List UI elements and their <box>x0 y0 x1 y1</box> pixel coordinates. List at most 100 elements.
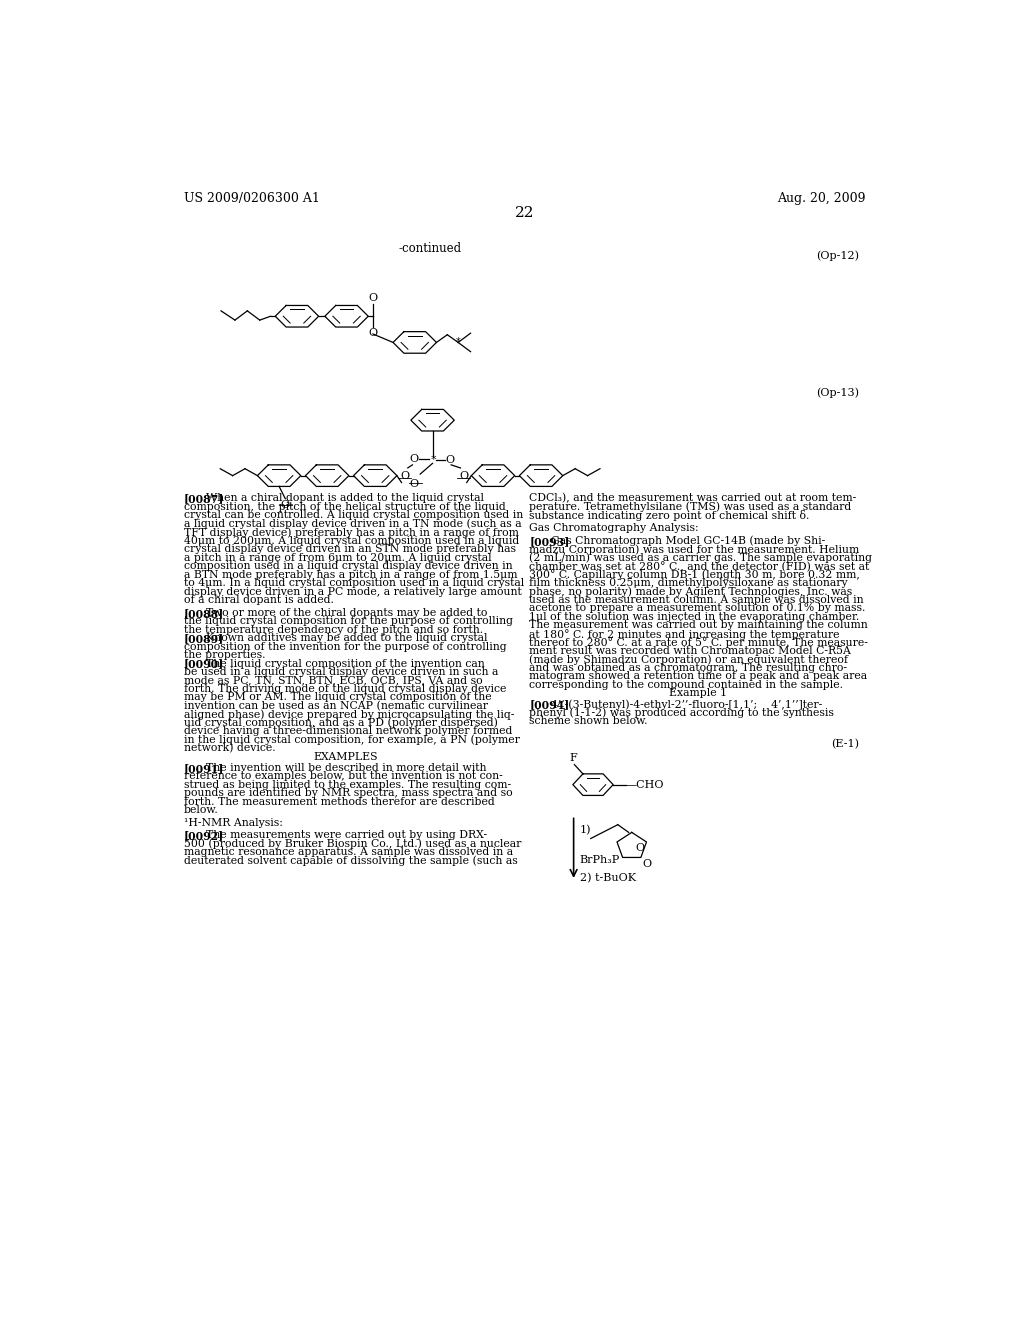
Text: Aug. 20, 2009: Aug. 20, 2009 <box>777 193 866 206</box>
Text: [0091]: [0091] <box>183 763 224 774</box>
Text: chamber was set at 280° C., and the detector (FID) was set at: chamber was set at 280° C., and the dete… <box>529 561 869 572</box>
Text: The measurement was carried out by maintaining the column: The measurement was carried out by maint… <box>529 620 868 631</box>
Text: uid crystal composition, and as a PD (polymer dispersed): uid crystal composition, and as a PD (po… <box>183 718 498 729</box>
Text: O: O <box>636 843 645 854</box>
Text: The liquid crystal composition of the invention can: The liquid crystal composition of the in… <box>206 659 484 668</box>
Text: 40μm to 200μm. A liquid crystal composition used in a liquid: 40μm to 200μm. A liquid crystal composit… <box>183 536 519 545</box>
Text: O: O <box>410 479 419 488</box>
Text: CDCl₃), and the measurement was carried out at room tem-: CDCl₃), and the measurement was carried … <box>529 494 857 504</box>
Text: O: O <box>642 859 651 869</box>
Text: *: * <box>430 455 436 465</box>
Text: Two or more of the chiral dopants may be added to: Two or more of the chiral dopants may be… <box>206 607 486 618</box>
Text: *: * <box>456 337 461 347</box>
Text: The measurements were carried out by using DRX-: The measurements were carried out by usi… <box>206 830 486 841</box>
Text: madzu Corporation) was used for the measurement. Helium: madzu Corporation) was used for the meas… <box>529 544 860 554</box>
Text: crystal can be controlled. A liquid crystal composition used in: crystal can be controlled. A liquid crys… <box>183 511 523 520</box>
Text: the properties.: the properties. <box>183 649 265 660</box>
Text: network) device.: network) device. <box>183 743 275 754</box>
Text: Example 1: Example 1 <box>669 688 727 698</box>
Text: (Op-12): (Op-12) <box>816 251 859 261</box>
Text: 2) t-BuOK: 2) t-BuOK <box>580 874 636 883</box>
Text: may be PM or AM. The liquid crystal composition of the: may be PM or AM. The liquid crystal comp… <box>183 693 492 702</box>
Text: the temperature dependency of the pitch and so forth.: the temperature dependency of the pitch … <box>183 624 483 635</box>
Text: 4’’-(3-Butenyl)-4-ethyl-2’’-fluoro-[1,1’;    4’,1’’]ter-: 4’’-(3-Butenyl)-4-ethyl-2’’-fluoro-[1,1’… <box>551 700 822 710</box>
Text: a pitch in a range of from 6μm to 20μm. A liquid crystal: a pitch in a range of from 6μm to 20μm. … <box>183 553 492 562</box>
Text: the liquid crystal composition for the purpose of controlling: the liquid crystal composition for the p… <box>183 616 513 626</box>
Text: 22: 22 <box>515 206 535 220</box>
Text: [0087]: [0087] <box>183 494 224 504</box>
Text: (made by Shimadzu Corporation) or an equivalent thereof: (made by Shimadzu Corporation) or an equ… <box>529 655 849 665</box>
Text: device having a three-dimensional network polymer formed: device having a three-dimensional networ… <box>183 726 512 737</box>
Text: to 4μm. In a liquid crystal composition used in a liquid crystal: to 4μm. In a liquid crystal composition … <box>183 578 524 587</box>
Text: [0092]: [0092] <box>183 830 224 841</box>
Text: O: O <box>281 499 290 510</box>
Text: BrPh₃P: BrPh₃P <box>580 855 621 866</box>
Text: 500 (produced by Bruker Biospin Co., Ltd.) used as a nuclear: 500 (produced by Bruker Biospin Co., Ltd… <box>183 840 521 850</box>
Text: pounds are identified by NMR spectra, mass spectra and so: pounds are identified by NMR spectra, ma… <box>183 788 512 799</box>
Text: (2 mL/min) was used as a carrier gas. The sample evaporating: (2 mL/min) was used as a carrier gas. Th… <box>529 553 872 564</box>
Text: ment result was recorded with Chromatopac Model C-R5A: ment result was recorded with Chromatopa… <box>529 645 851 656</box>
Text: phenyl (1-1-2) was produced according to the synthesis: phenyl (1-1-2) was produced according to… <box>529 708 835 718</box>
Text: US 2009/0206300 A1: US 2009/0206300 A1 <box>183 193 319 206</box>
Text: a liquid crystal display device driven in a TN mode (such as a: a liquid crystal display device driven i… <box>183 519 521 529</box>
Text: 300° C. Capillary column DB-1 (length 30 m, bore 0.32 mm,: 300° C. Capillary column DB-1 (length 30… <box>529 570 860 581</box>
Text: -continued: -continued <box>398 242 462 255</box>
Text: (E-1): (E-1) <box>831 738 859 748</box>
Text: Known additives may be added to the liquid crystal: Known additives may be added to the liqu… <box>206 634 487 643</box>
Text: perature. Tetramethylsilane (TMS) was used as a standard: perature. Tetramethylsilane (TMS) was us… <box>529 502 852 512</box>
Text: —CHO: —CHO <box>626 780 664 789</box>
Text: O: O <box>369 327 378 338</box>
Text: [0089]: [0089] <box>183 634 224 644</box>
Text: film thickness 0.25μm, dimethylpolysiloxane as stationary: film thickness 0.25μm, dimethylpolysilox… <box>529 578 848 587</box>
Text: a BTN mode preferably has a pitch in a range of from 1.5μm: a BTN mode preferably has a pitch in a r… <box>183 570 517 579</box>
Text: in the liquid crystal composition, for example, a PN (polymer: in the liquid crystal composition, for e… <box>183 735 519 746</box>
Text: corresponding to the compound contained in the sample.: corresponding to the compound contained … <box>529 680 844 689</box>
Text: and was obtained as a chromatogram. The resulting chro-: and was obtained as a chromatogram. The … <box>529 663 848 673</box>
Text: Gas Chromatography Analysis:: Gas Chromatography Analysis: <box>529 523 699 533</box>
Text: strued as being limited to the examples. The resulting com-: strued as being limited to the examples.… <box>183 780 511 789</box>
Text: scheme shown below.: scheme shown below. <box>529 717 648 726</box>
Text: thereof to 280° C. at a rate of 5° C. per minute. The measure-: thereof to 280° C. at a rate of 5° C. pe… <box>529 638 868 648</box>
Text: O: O <box>410 454 419 463</box>
Text: Gas Chromatograph Model GC-14B (made by Shi-: Gas Chromatograph Model GC-14B (made by … <box>551 536 825 546</box>
Text: invention can be used as an NCAP (nematic curvilinear: invention can be used as an NCAP (nemati… <box>183 701 487 711</box>
Text: mode as PC, TN, STN, BTN, ECB, OCB, IPS, VA and so: mode as PC, TN, STN, BTN, ECB, OCB, IPS,… <box>183 676 482 685</box>
Text: composition used in a liquid crystal display device driven in: composition used in a liquid crystal dis… <box>183 561 512 572</box>
Text: be used in a liquid crystal display device driven in such a: be used in a liquid crystal display devi… <box>183 667 498 677</box>
Text: TFT display device) preferably has a pitch in a range of from: TFT display device) preferably has a pit… <box>183 527 519 537</box>
Text: matogram showed a retention time of a peak and a peak area: matogram showed a retention time of a pe… <box>529 671 867 681</box>
Text: O: O <box>445 455 454 465</box>
Text: below.: below. <box>183 805 218 814</box>
Text: deuterated solvent capable of dissolving the sample (such as: deuterated solvent capable of dissolving… <box>183 855 517 866</box>
Text: When a chiral dopant is added to the liquid crystal: When a chiral dopant is added to the liq… <box>206 494 483 503</box>
Text: [0093]: [0093] <box>529 536 569 546</box>
Text: composition, the pitch of the helical structure of the liquid: composition, the pitch of the helical st… <box>183 502 506 512</box>
Text: [0094]: [0094] <box>529 700 569 710</box>
Text: aligned phase) device prepared by microcapsulating the liq-: aligned phase) device prepared by microc… <box>183 709 514 719</box>
Text: EXAMPLES: EXAMPLES <box>313 751 378 762</box>
Text: ¹H-NMR Analysis:: ¹H-NMR Analysis: <box>183 818 283 828</box>
Text: O: O <box>459 471 468 480</box>
Text: forth. The driving mode of the liquid crystal display device: forth. The driving mode of the liquid cr… <box>183 684 506 694</box>
Text: magnetic resonance apparatus. A sample was dissolved in a: magnetic resonance apparatus. A sample w… <box>183 847 513 858</box>
Text: 1μl of the solution was injected in the evaporating chamber.: 1μl of the solution was injected in the … <box>529 612 860 622</box>
Text: reference to examples below, but the invention is not con-: reference to examples below, but the inv… <box>183 771 503 781</box>
Text: forth. The measurement methods therefor are described: forth. The measurement methods therefor … <box>183 796 495 807</box>
Text: O: O <box>400 471 410 480</box>
Text: (Op-13): (Op-13) <box>816 388 859 399</box>
Text: display device driven in a PC mode, a relatively large amount: display device driven in a PC mode, a re… <box>183 586 521 597</box>
Text: at 180° C. for 2 minutes and increasing the temperature: at 180° C. for 2 minutes and increasing … <box>529 628 840 640</box>
Text: O: O <box>369 293 378 304</box>
Text: [0090]: [0090] <box>183 659 224 669</box>
Text: The invention will be described in more detail with: The invention will be described in more … <box>206 763 486 772</box>
Text: [0088]: [0088] <box>183 607 224 619</box>
Text: crystal display device driven in an STN mode preferably has: crystal display device driven in an STN … <box>183 544 516 554</box>
Text: 1): 1) <box>580 825 591 836</box>
Text: phase, no polarity) made by Agilent Technologies, Inc. was: phase, no polarity) made by Agilent Tech… <box>529 586 853 597</box>
Text: used as the measurement column. A sample was dissolved in: used as the measurement column. A sample… <box>529 595 864 605</box>
Text: composition of the invention for the purpose of controlling: composition of the invention for the pur… <box>183 642 507 652</box>
Text: of a chiral dopant is added.: of a chiral dopant is added. <box>183 595 334 605</box>
Text: F: F <box>569 754 577 763</box>
Text: substance indicating zero point of chemical shift δ.: substance indicating zero point of chemi… <box>529 511 810 521</box>
Text: acetone to prepare a measurement solution of 0.1% by mass.: acetone to prepare a measurement solutio… <box>529 603 866 614</box>
